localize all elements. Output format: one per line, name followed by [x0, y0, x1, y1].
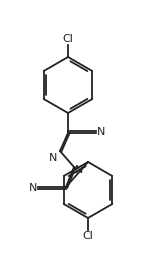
Text: Cl: Cl [62, 34, 73, 44]
Text: Cl: Cl [83, 231, 93, 241]
Text: N: N [97, 127, 105, 137]
Text: N: N [29, 183, 37, 193]
Text: N: N [49, 153, 57, 163]
Text: N: N [75, 165, 83, 175]
